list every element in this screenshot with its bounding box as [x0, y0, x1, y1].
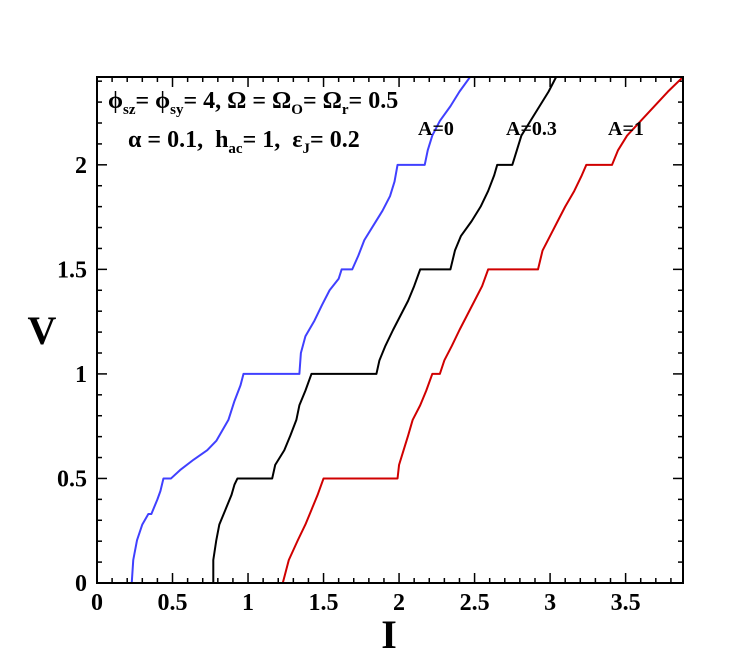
x-tick-label: 2.5 — [460, 590, 490, 616]
x-tick-label: 3.5 — [611, 590, 641, 616]
annot2-part: = 1, ε — [243, 127, 303, 153]
y-tick-label: 2 — [75, 153, 87, 179]
x-axis-label: I — [381, 612, 397, 657]
x-tick-label: 0.5 — [158, 590, 188, 616]
curves — [130, 77, 683, 583]
x-tick-labels: 0 0.5 1 1.5 2 2.5 3 3.5 — [91, 590, 641, 616]
plot-frame — [96, 76, 684, 584]
series-label-a0-3: A=0.3 — [506, 118, 557, 140]
annot1-part: = Ω — [303, 88, 342, 114]
annot1-part: = 0.5 — [349, 88, 399, 114]
annot1-subscript: O — [291, 102, 303, 118]
series-line-a-0-3 — [212, 77, 558, 583]
annot2-subscript: J — [303, 141, 311, 157]
annot1-subscript: sy — [170, 102, 184, 118]
annot1-subscript: sz — [123, 102, 136, 118]
y-tick-labels: 0 0.5 1 1.5 2 — [57, 153, 87, 597]
x-tick-label: 3 — [544, 590, 556, 616]
y-tick-label: 0 — [75, 571, 87, 597]
y-tick-label: 1.5 — [57, 257, 87, 283]
annot1-part: ϕ — [108, 88, 123, 114]
y-tick-label: 1 — [75, 362, 87, 388]
y-tick-label: 0.5 — [57, 466, 87, 492]
series-label-a1: A=1 — [608, 118, 644, 140]
series-line-a-1 — [281, 77, 683, 583]
x-tick-label: 2 — [393, 590, 405, 616]
params-annotation-line2: α = 0.1, hac= 1, εJ= 0.2 — [128, 127, 360, 157]
params-annotation-line1: ϕsz= ϕsy= 4, Ω = ΩO= Ωr= 0.5 — [108, 88, 398, 118]
annot2-part: = 0.2 — [310, 127, 360, 153]
series-label-a0: A=0 — [418, 118, 454, 140]
annot2-subscript: ac — [228, 141, 243, 157]
x-tick-label: 1 — [242, 590, 254, 616]
annot1-subscript: r — [342, 102, 349, 118]
x-tick-label: 0 — [91, 590, 103, 616]
y-axis-label: V — [28, 308, 57, 353]
x-tick-label: 1.5 — [309, 590, 339, 616]
annot1-part: = ϕ — [135, 88, 170, 114]
annot1-part: = 4, Ω = Ω — [183, 88, 291, 114]
series-line-a-0 — [130, 77, 472, 583]
annot2-part: α = 0.1, h — [128, 127, 228, 153]
